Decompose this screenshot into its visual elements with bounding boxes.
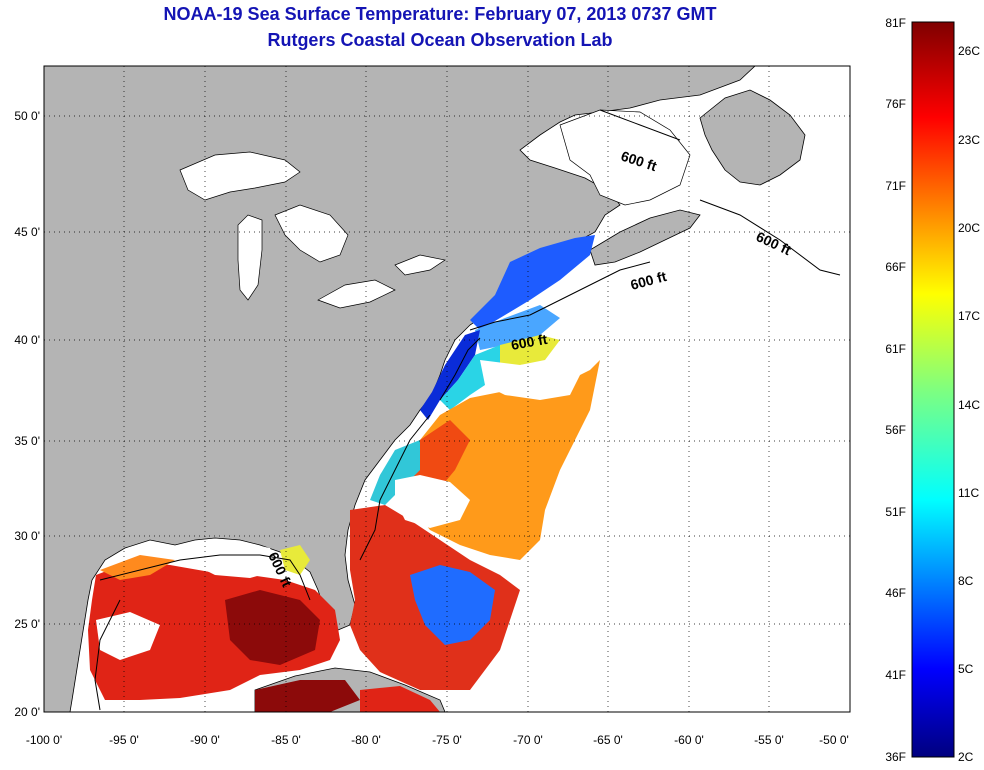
colorbar-c-label: 14C	[958, 398, 980, 412]
lon-tick-label: -65 0'	[593, 733, 623, 747]
lon-tick-label: -50 0'	[819, 733, 849, 747]
map-subtitle: Rutgers Coastal Ocean Observation Lab	[267, 30, 613, 50]
land-nova-scotia	[589, 209, 701, 266]
colorbar-c-label: 26C	[958, 44, 980, 58]
lon-tick-label: -85 0'	[271, 733, 301, 747]
colorbar-c-label: 5C	[958, 662, 974, 676]
colorbar-f-label: 56F	[885, 423, 906, 437]
map-frame	[43, 65, 851, 713]
lon-tick-label: -60 0'	[674, 733, 704, 747]
lon-tick-label: -70 0'	[513, 733, 543, 747]
colorbar-c-labels: 26C 23C 20C 17C 14C 11C 8C 5C 2C	[958, 44, 980, 764]
colorbar-f-label: 51F	[885, 505, 906, 519]
lat-tick-label: 45 0'	[14, 225, 40, 239]
colorbar-f-label: 81F	[885, 16, 906, 30]
colorbar-gradient	[911, 21, 955, 758]
colorbar-c-label: 17C	[958, 309, 980, 323]
lon-tick-label: -55 0'	[754, 733, 784, 747]
lon-tick-label: -75 0'	[432, 733, 462, 747]
colorbar-f-label: 66F	[885, 260, 906, 274]
lat-tick-label: 20 0'	[14, 705, 40, 719]
colorbar-c-label: 8C	[958, 574, 974, 588]
isobath-contours	[94, 109, 841, 711]
land-north-america	[44, 66, 756, 712]
colorbar: 81F 76F 71F 66F 61F 56F 51F 46F 41F 36F …	[885, 16, 980, 764]
map-layers: 600 ft 600 ft 600 ft 600 ft 600 ft	[44, 66, 850, 712]
contour-label: 600 ft	[510, 331, 549, 353]
colorbar-c-label: 2C	[958, 750, 974, 764]
colorbar-f-label: 36F	[885, 750, 906, 764]
colorbar-f-label: 71F	[885, 179, 906, 193]
colorbar-c-label: 11C	[958, 486, 979, 500]
land-newfoundland	[699, 89, 806, 186]
lon-tick-label: -90 0'	[190, 733, 220, 747]
lon-tick-label: -95 0'	[109, 733, 139, 747]
colorbar-f-labels: 81F 76F 71F 66F 61F 56F 51F 46F 41F 36F	[885, 16, 906, 764]
lat-tick-label: 30 0'	[14, 529, 40, 543]
colorbar-f-label: 41F	[885, 668, 906, 682]
colorbar-f-label: 76F	[885, 97, 906, 111]
colorbar-c-label: 23C	[958, 133, 980, 147]
lon-tick-label: -80 0'	[351, 733, 381, 747]
colorbar-c-label: 20C	[958, 221, 980, 235]
lat-tick-label: 35 0'	[14, 434, 40, 448]
lat-tick-label: 40 0'	[14, 333, 40, 347]
lat-axis: 20 0' 25 0' 30 0' 35 0' 40 0' 45 0' 50 0…	[14, 109, 40, 719]
sst-data-layer	[88, 235, 600, 712]
lat-tick-label: 50 0'	[14, 109, 40, 123]
colorbar-f-label: 61F	[885, 342, 906, 356]
lat-tick-label: 25 0'	[14, 617, 40, 631]
map-title: NOAA-19 Sea Surface Temperature: Februar…	[163, 4, 717, 24]
colorbar-f-label: 46F	[885, 586, 906, 600]
gulf-st-lawrence	[559, 109, 691, 206]
lon-axis: -100 0' -95 0' -90 0' -85 0' -80 0' -75 …	[26, 733, 849, 747]
great-lakes	[179, 151, 446, 309]
lon-tick-label: -100 0'	[26, 733, 62, 747]
